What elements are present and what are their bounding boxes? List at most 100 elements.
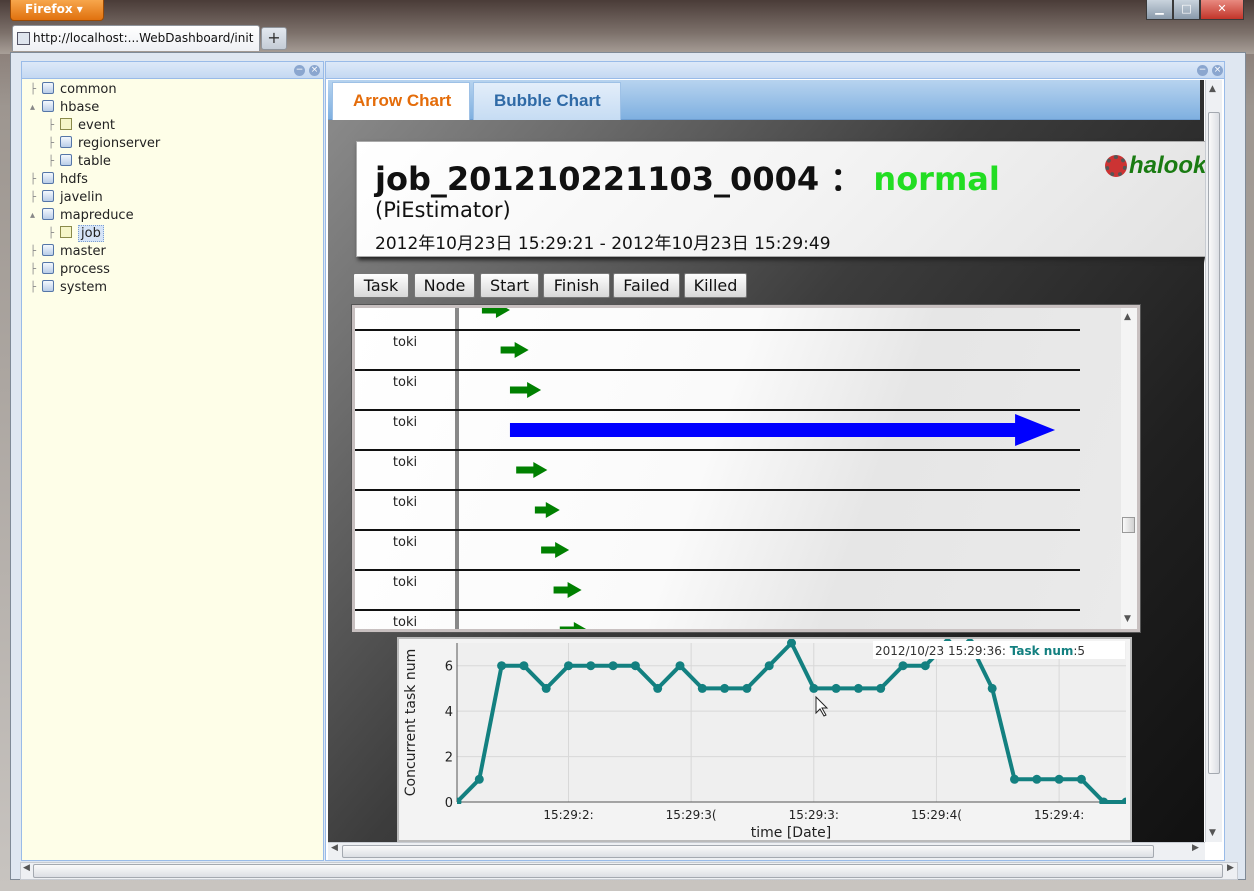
tree-item-regionserver[interactable]: ├ regionserver (48, 136, 160, 154)
tree-connector: ├ (48, 138, 55, 149)
task-num-point[interactable] (1010, 774, 1019, 784)
scroll-up-icon[interactable]: ▲ (1124, 312, 1131, 322)
scroll-right-icon[interactable]: ▶ (1192, 843, 1199, 853)
tree-item-event[interactable]: ├ event (48, 118, 115, 136)
halook-logo: halook (1105, 152, 1206, 180)
task-arrow[interactable] (516, 462, 548, 478)
collapse-icon[interactable]: − (294, 65, 305, 76)
tree-connector: ├ (30, 264, 37, 275)
task-num-point[interactable] (608, 661, 618, 671)
task-num-point[interactable] (898, 661, 908, 671)
sort-killed-button[interactable]: Killed (684, 273, 747, 298)
firefox-menu-button[interactable]: Firefox ▾ (10, 0, 104, 21)
content-hscroll-thumb[interactable] (342, 845, 1154, 858)
tree-item-master[interactable]: ├ master (30, 244, 106, 262)
task-num-point[interactable] (586, 661, 596, 671)
task-arrow-long[interactable] (509, 414, 1056, 446)
task-arrow[interactable] (481, 308, 510, 318)
tree-item-table[interactable]: ├ table (48, 154, 111, 172)
x-tick-label: 15:29:3( (666, 808, 717, 822)
scroll-right-icon[interactable]: ▶ (1227, 863, 1234, 873)
tree-item-process[interactable]: ├ process (30, 262, 110, 280)
tree-item-label: table (78, 154, 111, 169)
sort-node-button[interactable]: Node (414, 273, 475, 298)
tree-item-label: mapreduce (60, 208, 134, 223)
close-icon[interactable]: × (1212, 65, 1223, 76)
tab-arrow-chart[interactable]: Arrow Chart (332, 82, 470, 120)
task-num-point[interactable] (742, 683, 752, 693)
tree-item-system[interactable]: ├ system (30, 280, 107, 298)
task-num-point[interactable] (453, 797, 462, 807)
scroll-left-icon[interactable]: ◀ (331, 843, 338, 853)
content-scroll-thumb[interactable] (1208, 112, 1220, 774)
sort-failed-button[interactable]: Failed (613, 273, 680, 298)
task-arrow[interactable] (500, 342, 529, 358)
tree-panel-header: − × (22, 62, 323, 79)
browser-tab[interactable]: http://localhost:...WebDashboard/init (12, 25, 260, 51)
scroll-up-icon[interactable]: ▲ (1209, 84, 1216, 94)
task-num-point[interactable] (474, 774, 484, 784)
sort-task-button[interactable]: Task (353, 273, 409, 298)
task-num-point[interactable] (831, 683, 841, 693)
task-num-point[interactable] (987, 683, 997, 693)
tree-item-common[interactable]: ├ common (30, 82, 117, 100)
tab-bubble-chart[interactable]: Bubble Chart (473, 82, 621, 120)
content-horizontal-scrollbar[interactable]: ◀ ▶ (328, 842, 1205, 860)
task-num-point[interactable] (1099, 797, 1109, 807)
job-time-range: 2012年10月23日 15:29:21 - 2012年10月23日 15:29… (375, 234, 831, 254)
collapse-icon[interactable]: − (1197, 65, 1208, 76)
task-num-point[interactable] (787, 639, 796, 648)
folder-node-icon (42, 262, 54, 274)
task-num-point[interactable] (876, 683, 886, 693)
y-axis-label: Concurrent task num (403, 649, 419, 796)
task-num-point[interactable] (1121, 797, 1131, 807)
arrow-chart-scroll-thumb[interactable] (1122, 517, 1135, 533)
task-num-point[interactable] (853, 683, 863, 693)
task-num-point[interactable] (653, 683, 663, 693)
page-horizontal-scrollbar[interactable]: ◀ ▶ (20, 862, 1238, 880)
task-num-point[interactable] (675, 661, 685, 671)
task-num-point[interactable] (1054, 774, 1064, 784)
task-arrow[interactable] (534, 502, 560, 518)
task-arrow[interactable] (541, 542, 570, 558)
task-num-point[interactable] (809, 683, 819, 693)
tree-item-label: job (78, 225, 104, 242)
task-num-point[interactable] (497, 661, 507, 671)
task-num-point[interactable] (720, 683, 730, 693)
task-num-point[interactable] (541, 683, 551, 693)
task-arrow[interactable] (509, 382, 542, 398)
sort-start-button[interactable]: Start (480, 273, 539, 298)
task-num-point[interactable] (1076, 774, 1086, 784)
task-num-chart-svg: 0 2 4 6 15:29:2: 15:29:3(15:29:3: 15:29:4(15:2… (403, 639, 1131, 841)
tree-item-hdfs[interactable]: ├ hdfs (30, 172, 88, 190)
task-num-point[interactable] (519, 661, 529, 671)
arrow-chart-scrollbar[interactable]: ▲ ▼ (1121, 308, 1137, 629)
arrow-row-label: toki (393, 615, 417, 629)
scroll-down-icon[interactable]: ▼ (1209, 828, 1216, 838)
task-num-point[interactable] (697, 683, 707, 693)
close-icon[interactable]: × (309, 65, 320, 76)
job-name: (PiEstimator) (375, 198, 511, 222)
tree-item-javelin[interactable]: ├ javelin (30, 190, 103, 208)
sort-finish-button[interactable]: Finish (543, 273, 610, 298)
scroll-left-icon[interactable]: ◀ (23, 863, 30, 873)
close-button[interactable]: ✕ (1200, 0, 1244, 20)
minimize-button[interactable]: ▁ (1146, 0, 1173, 20)
tree-item-job[interactable]: ├ job (48, 225, 104, 244)
tree-item-mapreduce[interactable]: ▴ mapreduce (30, 208, 134, 226)
content-vertical-scrollbar[interactable]: ▲ ▼ (1205, 80, 1222, 842)
task-num-point[interactable] (1032, 774, 1042, 784)
task-num-point[interactable] (764, 661, 774, 671)
page-hscroll-thumb[interactable] (33, 864, 1223, 878)
tree-connector: ├ (30, 282, 37, 293)
task-arrow[interactable] (553, 582, 582, 598)
scroll-down-icon[interactable]: ▼ (1124, 614, 1131, 624)
task-num-point[interactable] (564, 661, 573, 671)
new-tab-button[interactable]: + (261, 27, 287, 50)
task-num-point[interactable] (630, 661, 640, 671)
task-arrow[interactable] (559, 622, 588, 629)
maximize-button[interactable]: □ (1173, 0, 1200, 20)
task-num-point[interactable] (920, 661, 930, 671)
x-tick-label: 15:29:3: (789, 808, 839, 822)
tree-item-hbase[interactable]: ▴ hbase (30, 100, 99, 118)
